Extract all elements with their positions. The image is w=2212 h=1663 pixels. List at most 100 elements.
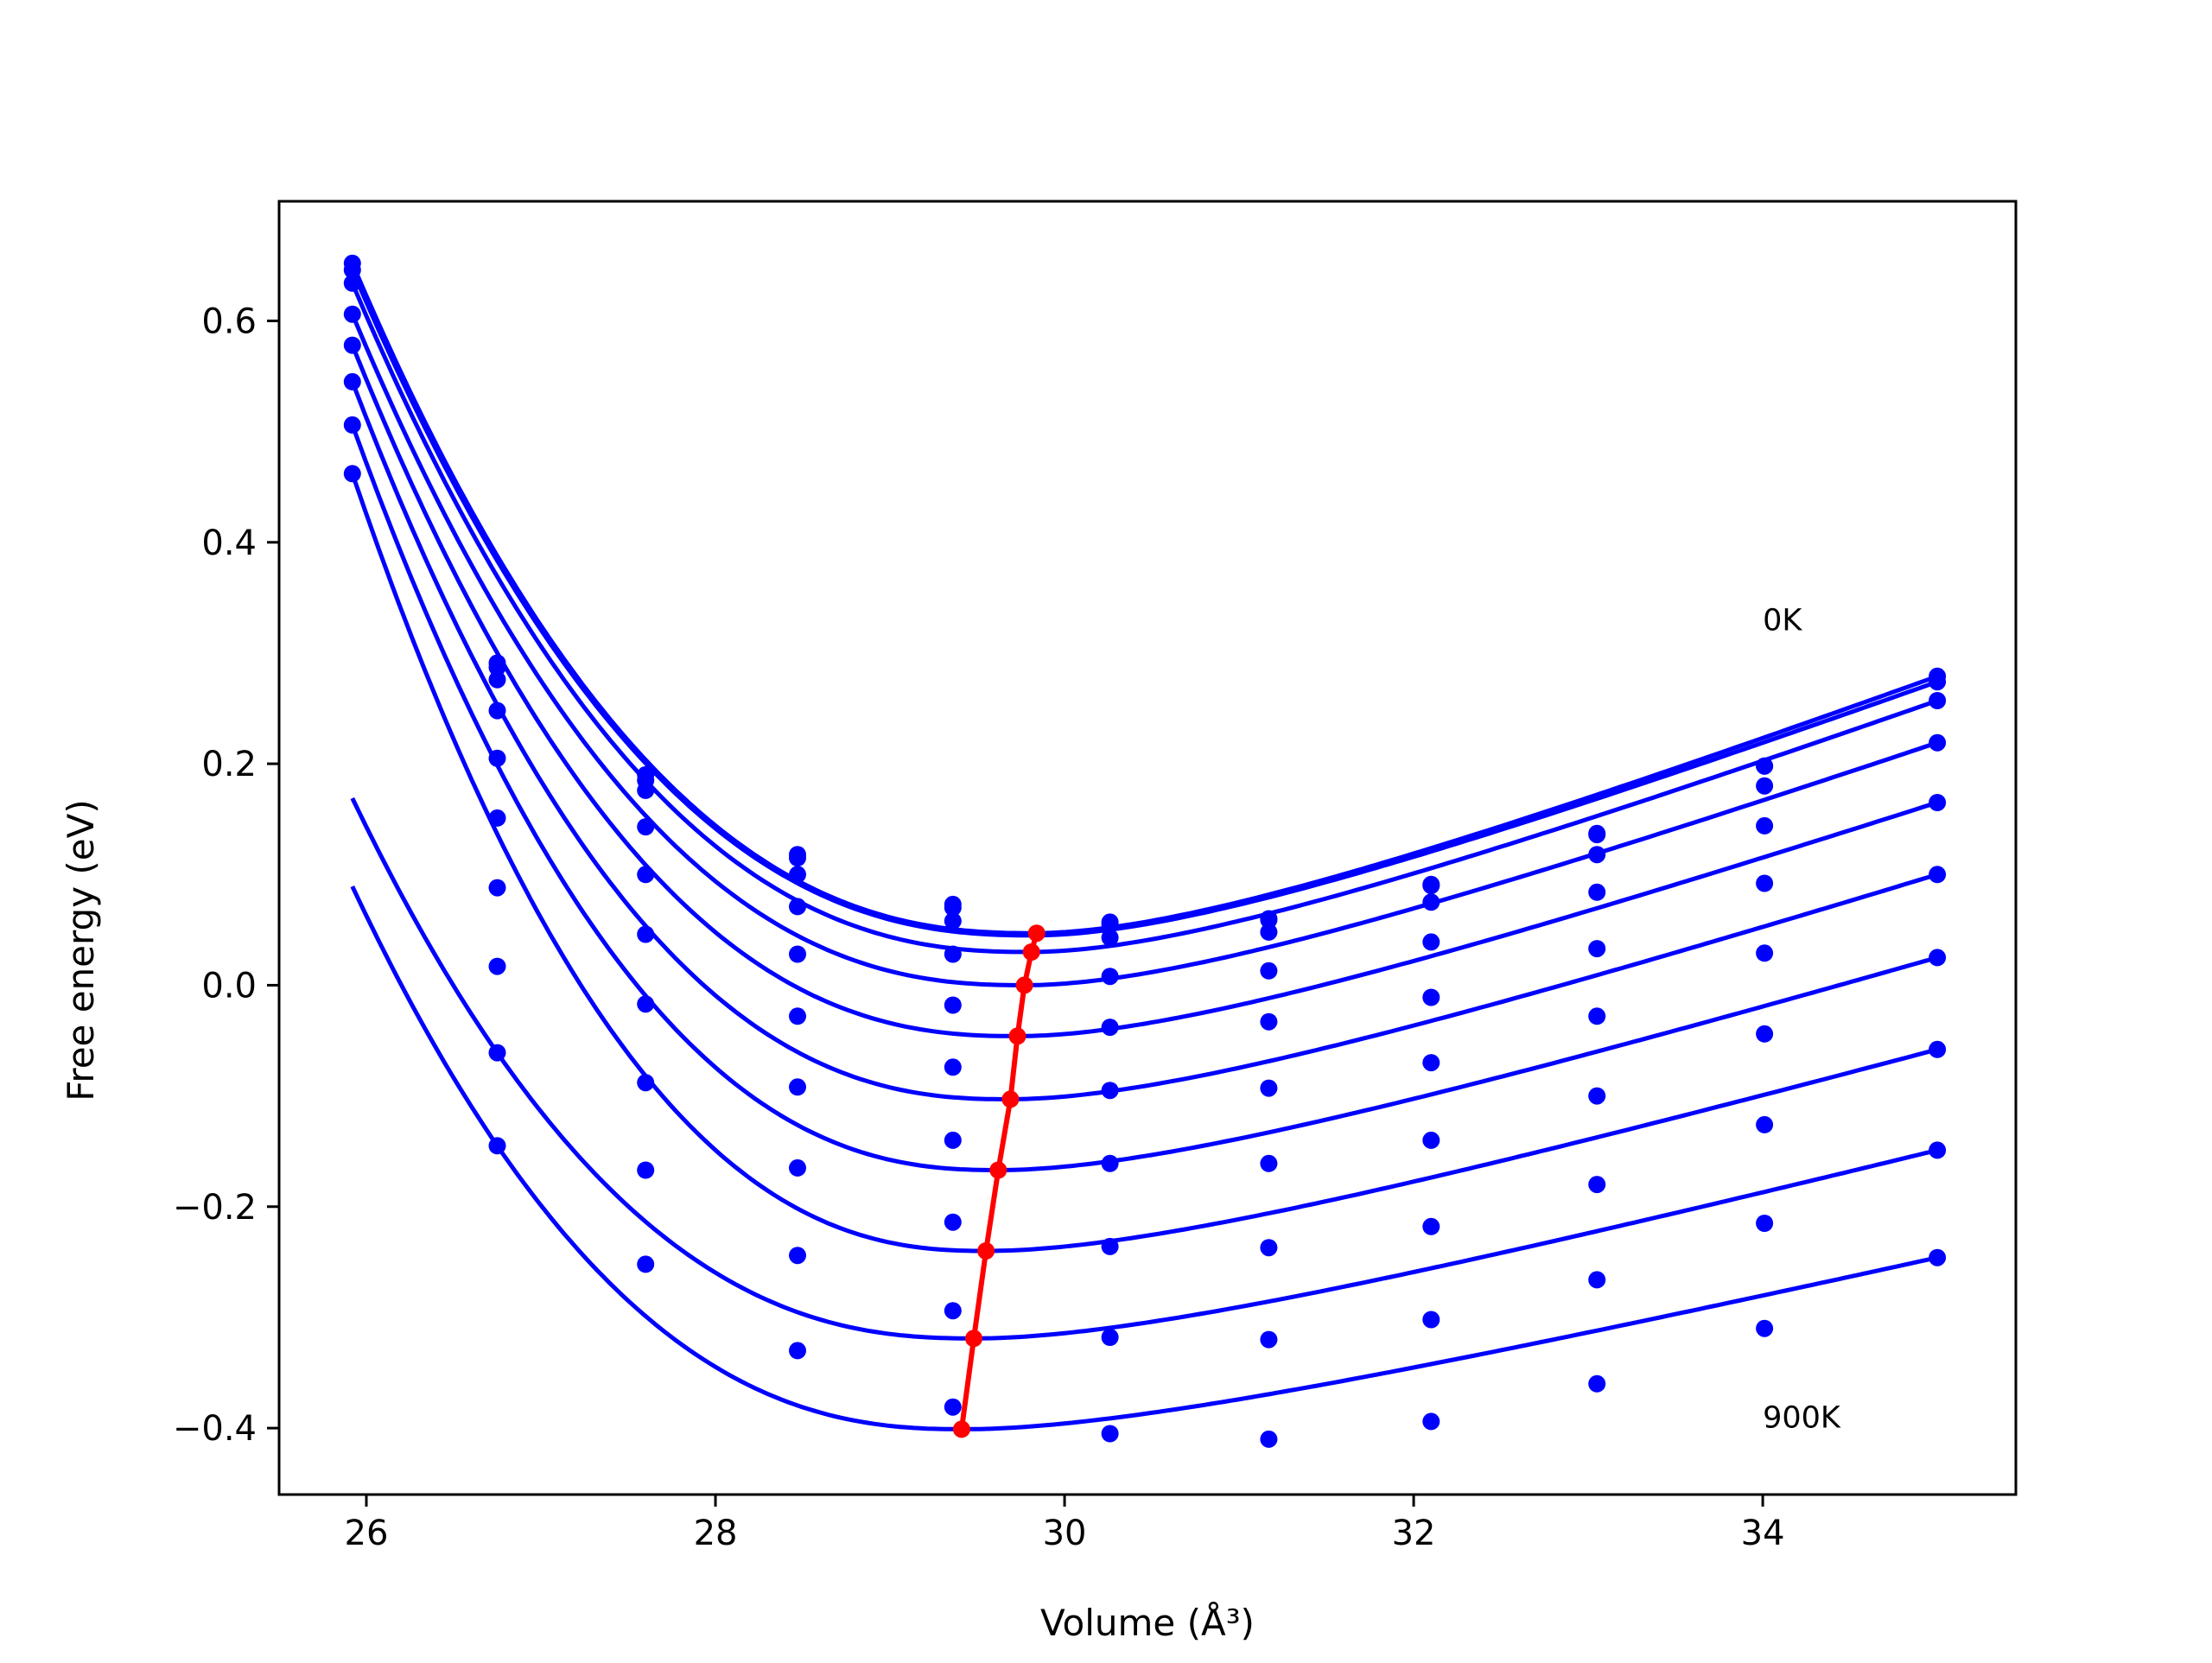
fit-curve-0 xyxy=(350,262,1938,936)
data-point xyxy=(944,912,962,930)
data-point xyxy=(1756,757,1774,775)
fit-curve-6 xyxy=(350,424,1938,1172)
data-point xyxy=(1756,777,1774,795)
data-point xyxy=(944,1398,962,1416)
data-point xyxy=(637,925,655,943)
data-point xyxy=(1101,1329,1119,1346)
data-point xyxy=(1588,883,1606,901)
data-point xyxy=(343,336,361,354)
data-point xyxy=(637,1161,655,1179)
data-point xyxy=(1929,673,1947,691)
minimum-point xyxy=(1008,1027,1027,1045)
data-point xyxy=(789,1158,806,1177)
data-point xyxy=(1422,1412,1440,1431)
data-point xyxy=(488,957,506,975)
data-point xyxy=(1260,1012,1278,1031)
data-point xyxy=(343,465,361,483)
data-point xyxy=(1588,1374,1606,1393)
data-point xyxy=(1260,1239,1278,1257)
data-point xyxy=(1929,949,1947,967)
fit-curve-2 xyxy=(350,282,1938,955)
data-point xyxy=(1101,1425,1119,1443)
data-point xyxy=(1929,866,1947,884)
x-tick-label: 26 xyxy=(345,1514,389,1553)
data-point xyxy=(789,898,806,916)
fit-curve-7 xyxy=(350,473,1938,1254)
minimum-point xyxy=(1015,976,1033,994)
data-point xyxy=(1756,1319,1774,1337)
data-point xyxy=(1101,1237,1119,1255)
data-point xyxy=(1422,1311,1440,1329)
fit-curve-4 xyxy=(350,344,1938,1038)
data-point xyxy=(1422,988,1440,1006)
y-tick-label: 0.2 xyxy=(201,745,257,784)
minimum-point xyxy=(952,1420,970,1438)
data-point xyxy=(343,372,361,390)
data-point xyxy=(1756,1025,1774,1043)
minimum-point xyxy=(965,1330,982,1348)
minima-path xyxy=(952,924,1046,1438)
data-point xyxy=(343,274,361,292)
x-tick-label: 28 xyxy=(694,1514,738,1553)
data-point xyxy=(343,261,361,279)
data-point xyxy=(1929,1248,1947,1266)
data-point xyxy=(1588,1176,1606,1194)
data-point xyxy=(1101,1082,1119,1100)
data-point xyxy=(789,1078,806,1096)
data-point xyxy=(1260,1154,1278,1172)
data-point xyxy=(488,1137,506,1155)
data-point xyxy=(1756,1215,1774,1232)
y-tick-label: −0.2 xyxy=(173,1188,257,1228)
annotation-1: 900K xyxy=(1763,1400,1841,1435)
data-point xyxy=(944,945,962,963)
data-point xyxy=(488,749,506,767)
data-point xyxy=(637,866,655,884)
y-tick-label: 0.0 xyxy=(201,966,257,1006)
data-point xyxy=(1588,940,1606,958)
x-axis-label: Volume (Å³) xyxy=(1040,1601,1255,1644)
minimum-point xyxy=(1027,924,1046,943)
data-point xyxy=(488,1044,506,1062)
data-point xyxy=(789,1007,806,1025)
x-tick-label: 30 xyxy=(1043,1514,1087,1553)
data-point xyxy=(343,305,361,323)
x-tick-label: 34 xyxy=(1741,1514,1785,1553)
fit-curve-1 xyxy=(350,269,1938,938)
data-point xyxy=(1101,1154,1119,1172)
data-point xyxy=(488,670,506,689)
data-point xyxy=(1422,1054,1440,1072)
y-tick-label: −0.4 xyxy=(173,1409,257,1449)
data-point xyxy=(1422,893,1440,911)
y-axis-label: Free energy (eV) xyxy=(60,799,102,1101)
data-point xyxy=(1101,929,1119,947)
data-point xyxy=(1929,1141,1947,1159)
data-point xyxy=(944,1213,962,1231)
data-point xyxy=(1756,874,1774,892)
data-point xyxy=(1260,1079,1278,1097)
data-point xyxy=(1260,923,1278,941)
data-point xyxy=(1260,962,1278,980)
fit-curve-9 xyxy=(350,885,1938,1431)
data-point xyxy=(1588,846,1606,864)
data-point xyxy=(1101,1019,1119,1037)
data-point xyxy=(488,809,506,827)
plot-frame xyxy=(277,200,2018,1496)
minimum-point xyxy=(977,1242,995,1260)
data-point xyxy=(1756,944,1774,962)
data-point xyxy=(789,866,806,884)
data-point xyxy=(1422,1131,1440,1149)
minimum-point xyxy=(989,1161,1007,1179)
y-tick-label: 0.6 xyxy=(201,301,257,341)
data-point xyxy=(789,1247,806,1265)
data-points xyxy=(343,254,1947,1448)
data-point xyxy=(944,898,962,917)
data-point xyxy=(944,996,962,1014)
data-point xyxy=(789,849,806,866)
data-point xyxy=(944,1302,962,1320)
data-point xyxy=(637,995,655,1013)
annotation-0: 0K xyxy=(1763,603,1802,638)
data-point xyxy=(1588,1271,1606,1289)
data-point xyxy=(1422,933,1440,951)
